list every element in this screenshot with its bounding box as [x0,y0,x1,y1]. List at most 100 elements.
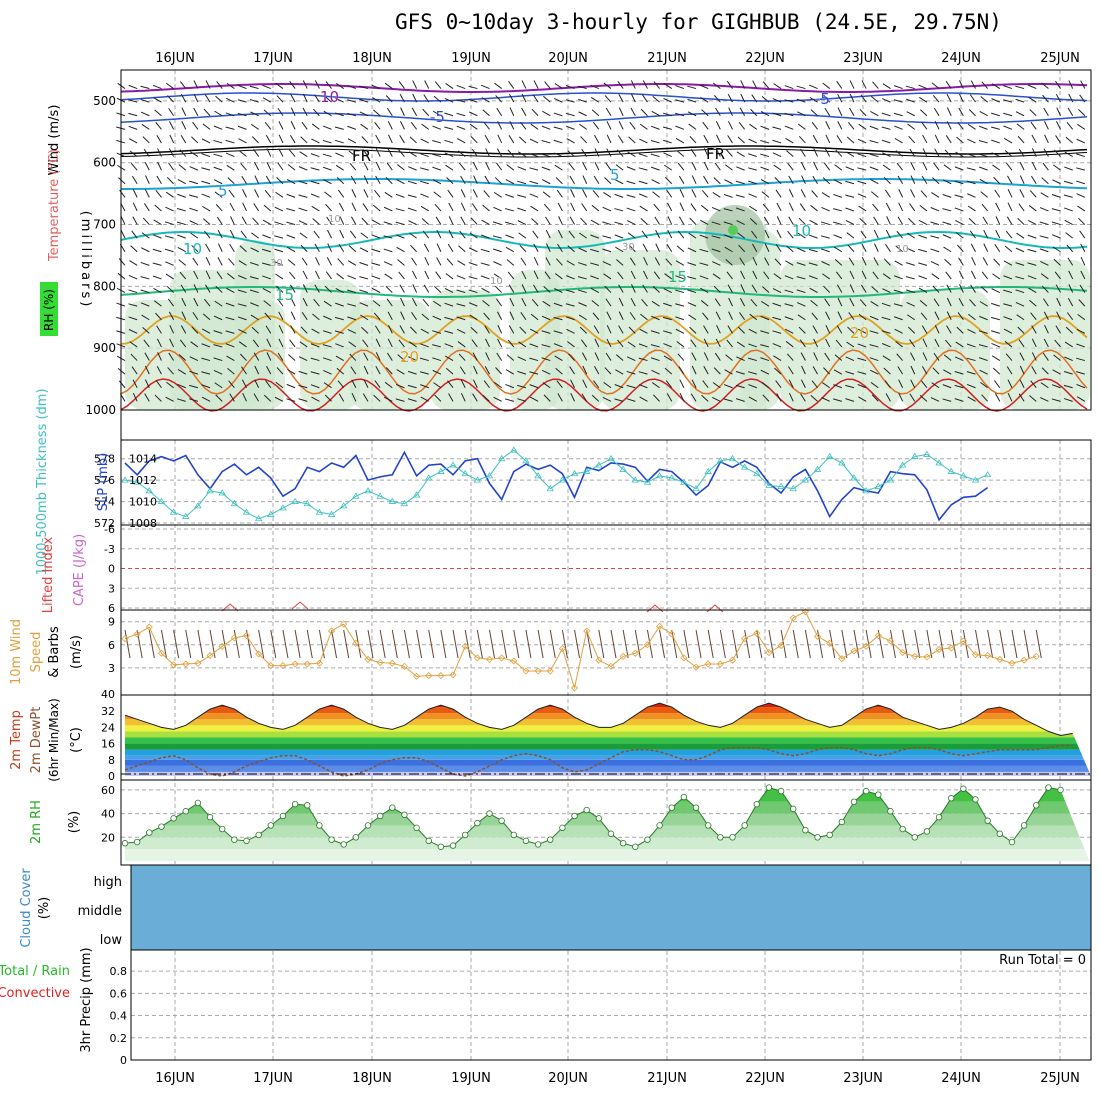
wind-barb [906,289,915,294]
wind-barb [772,152,782,158]
wind-barb [847,326,855,334]
wind-barb [253,352,260,361]
rh2m-point [753,800,760,808]
wind-barb [483,312,490,321]
wind-barb [444,97,454,103]
wind-barb [1031,325,1037,334]
wind-speed-point [291,660,299,668]
wind-barb [189,194,199,198]
wind-barb [724,369,733,375]
wind-barb [324,285,332,293]
wind-barb [666,189,673,198]
wind-barb [869,357,879,362]
wind-barb [567,341,575,348]
wind-barb [1031,148,1037,157]
temp-band [125,755,1091,760]
rh2m-point [158,823,165,830]
wind-barb [1076,138,1086,144]
wind-barb [1076,396,1086,402]
wind-barb [1051,398,1061,402]
wind-barb [736,151,745,157]
wind-barb [336,367,345,375]
wind-barb [921,325,928,334]
wind-barb [857,343,867,348]
wind-barb [703,352,709,361]
wind-barb [532,94,539,103]
wind-barb [849,93,855,103]
wind10-barb [926,629,933,659]
wind-barb [169,121,175,130]
wind-barb [845,398,855,402]
wind-barb [266,365,272,375]
wind-barb [703,148,709,157]
wind-barb [762,203,770,212]
wind-barb [1065,232,1074,239]
wind-barb [614,208,624,212]
wind-barb [594,366,600,375]
wind-barb [760,330,770,334]
wind-barb [578,302,587,307]
wind-barb [641,230,648,239]
wind-barb [128,125,138,130]
wind-barb [690,203,697,212]
wind-barb [205,284,211,293]
wind-barb [361,136,369,144]
date-label-bottom: 23JUN [843,1071,883,1086]
wind-barb [761,191,770,198]
wind-barb [410,121,418,130]
wind-barb [723,384,733,389]
wind10-barb [318,629,325,659]
wind-barb [981,394,989,402]
rh2m-point [765,784,773,791]
wind-barb [687,98,697,103]
wind-barb [334,139,344,144]
wind10-barb [1011,629,1018,659]
wind-barb [751,284,758,293]
wind-barb [845,166,855,171]
wind-barb [604,177,612,185]
wind-barb [541,344,551,348]
wind-barb [787,162,794,171]
wind-barb [541,139,551,144]
wind-barb [398,271,405,280]
wind-barb [662,330,672,334]
wind-barb [436,229,442,239]
wind-barb [991,355,1001,361]
wind-barb [266,148,272,157]
wind-barb [277,298,284,307]
wind-barb [942,398,952,402]
wind-tick-label: 9 [108,616,115,629]
wind-barb [580,136,588,144]
wind-barb [1029,395,1037,402]
wind-barb [177,178,186,185]
wind-barb [773,273,782,280]
wind-barb [485,161,490,171]
wind-barb [605,298,612,307]
wind-barb [412,284,418,293]
wind-barb [249,98,259,103]
wind-barb [153,97,162,103]
wind-barb [300,244,308,253]
wind10-barb [343,629,350,659]
contour-label: 20 [400,348,419,366]
wind-barb [140,302,150,307]
wind-barb [651,179,660,185]
wind-barb [872,81,879,89]
wind-speed-point [546,667,554,675]
wind-barb [179,339,187,348]
wind-barb [239,245,247,253]
rh2m-point [692,804,700,811]
date-label-bottom: 25JUN [1040,1071,1080,1086]
rh2m-point [996,830,1003,837]
wind10-barb [744,629,751,659]
wind-barb [665,177,673,185]
wind-barb [579,232,587,239]
wind-barb [132,202,138,212]
rh2m-point [680,793,688,801]
wind-barb [213,344,223,348]
wind-barb [347,303,356,307]
wind-barb [1015,98,1025,103]
wind-barb [302,284,308,293]
wind-barb [189,180,199,185]
wind-barb [675,99,685,103]
